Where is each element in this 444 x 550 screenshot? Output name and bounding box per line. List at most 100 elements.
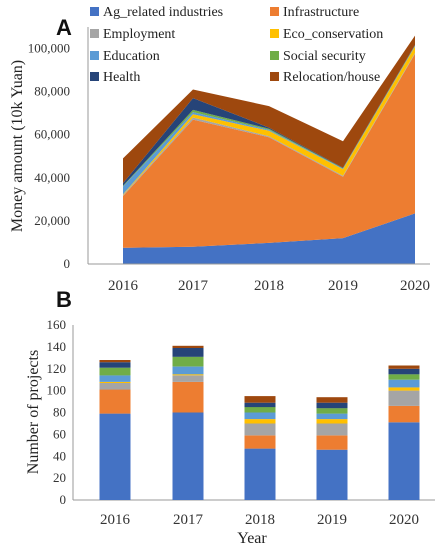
bar-2016-relocation-house — [99, 360, 131, 363]
bar-2017-infrastructure — [172, 381, 204, 413]
panel-a-y-tick-label: 40,000 — [34, 170, 70, 185]
panel-b-y-tick-label: 0 — [60, 492, 67, 507]
panel-a-y-tick-label: 20,000 — [34, 213, 70, 228]
legend-label: Employment — [103, 27, 175, 42]
bar-2020-education — [388, 379, 420, 388]
bar-2020-relocation-house — [388, 365, 420, 369]
panel-b-x-label: Year — [237, 530, 267, 547]
panel-a-label: A — [56, 15, 72, 40]
bar-2019-employment — [316, 423, 348, 436]
bar-2017-health — [172, 348, 204, 357]
legend-label: Ag_related industries — [103, 5, 223, 20]
bar-2018-infrastructure — [244, 435, 276, 449]
legend-entry: Ag_related industries — [90, 5, 223, 20]
panel-b-y-tick-label: 20 — [53, 470, 66, 485]
panel-a-x-tick-label: 2019 — [328, 278, 358, 294]
panel-a-x-tick-label: 2017 — [178, 278, 209, 294]
bar-2018-social-security — [244, 407, 276, 413]
panel-a-x-ticks: 2016 2017 2018 2019 2020 — [108, 278, 430, 294]
panel-a-x-tick-label: 2018 — [254, 278, 284, 294]
panel-b-x-ticks: 2016 2017 2018 2019 2020 — [100, 512, 419, 528]
bar-2016-employment — [99, 383, 131, 390]
area-ag-related-industries — [123, 213, 415, 264]
legend-entry: Infrastructure — [270, 5, 359, 20]
bar-2017-eco-conservation — [172, 374, 204, 376]
legend-swatch — [90, 51, 99, 60]
bar-2017-employment — [172, 375, 204, 382]
panel-a-y-tick-label: 0 — [64, 256, 71, 271]
legend-swatch — [270, 51, 279, 60]
legend-entry: Employment — [90, 27, 175, 42]
bar-2019-relocation-house — [316, 397, 348, 403]
panel-b-bars — [99, 345, 420, 500]
legend-label: Eco_conservation — [283, 27, 383, 42]
panel-a-y-ticks: 0 20,000 40,000 60,000 80,000 100,000 — [28, 41, 70, 272]
panel-b-x-tick-label: 2018 — [245, 512, 275, 528]
area-relocation-house — [123, 35, 415, 184]
bar-2020-health — [388, 368, 420, 375]
bar-2019-eco-conservation — [316, 419, 348, 424]
panel-b-y-tick-label: 80 — [53, 405, 66, 420]
bar-2019-ag-related-industries — [316, 449, 348, 500]
panel-b-y-tick-label: 120 — [47, 361, 67, 376]
panel-b-y-tick-label: 160 — [47, 317, 67, 332]
bar-2018-employment — [244, 423, 276, 436]
bar-2020-infrastructure — [388, 405, 420, 423]
bar-2018-health — [244, 402, 276, 408]
legend-swatch — [90, 29, 99, 38]
bar-2019-education — [316, 413, 348, 420]
bar-2016-education — [99, 375, 131, 382]
panel-a-y-tick-label: 100,000 — [28, 41, 70, 56]
legend-entry: Health — [90, 70, 140, 85]
bar-2016-social-security — [99, 367, 131, 376]
panel-a-legend: Ag_related industries Infrastructure Emplo… — [90, 5, 383, 85]
bar-2017-education — [172, 366, 204, 375]
legend-swatch — [90, 7, 99, 16]
legend-label: Infrastructure — [283, 5, 359, 20]
panel-a-x-tick-label: 2020 — [400, 278, 430, 294]
legend-label: Social security — [283, 49, 366, 64]
bar-2019-social-security — [316, 408, 348, 414]
bar-2018-ag-related-industries — [244, 448, 276, 500]
bar-2018-education — [244, 412, 276, 420]
bar-2020-eco-conservation — [388, 387, 420, 391]
panel-b-y-tick-label: 100 — [47, 383, 67, 398]
area-health — [123, 44, 415, 186]
bar-2016-health — [99, 362, 131, 368]
panel-b-y-ticks: 0 20 40 60 80 100 120 140 160 — [47, 317, 67, 507]
panel-a-y-tick-label: 60,000 — [34, 127, 70, 142]
panel-b-y-label: Number of projects — [25, 350, 42, 474]
panel-b-x-tick-label: 2020 — [389, 512, 419, 528]
bar-2016-eco-conservation — [99, 381, 131, 383]
panel-b-y-tick-label: 60 — [53, 426, 66, 441]
legend-swatch — [90, 72, 99, 81]
bar-2019-infrastructure — [316, 435, 348, 450]
panel-b-y-tick-label: 40 — [53, 448, 66, 463]
legend-label: Health — [103, 70, 140, 85]
panel-b-x-tick-label: 2017 — [173, 512, 204, 528]
panel-a-y-label: Money amount (10k Yuan) — [9, 60, 26, 232]
bar-2019-health — [316, 402, 348, 409]
bar-2020-employment — [388, 390, 420, 406]
bar-2017-social-security — [172, 356, 204, 367]
legend-swatch — [270, 7, 279, 16]
bar-2016-infrastructure — [99, 389, 131, 414]
panel-a-x-tick-label: 2016 — [108, 278, 139, 294]
panel-b-label: B — [56, 287, 72, 312]
bar-2020-ag-related-industries — [388, 422, 420, 500]
area-infrastructure — [123, 53, 415, 248]
legend-label: Relocation/house — [283, 70, 380, 85]
legend-swatch — [270, 72, 279, 81]
panel-b-x-tick-label: 2019 — [317, 512, 347, 528]
bar-2016-ag-related-industries — [99, 413, 131, 500]
panel-a-areas — [123, 35, 415, 264]
bar-2018-eco-conservation — [244, 419, 276, 424]
bar-2017-relocation-house — [172, 345, 204, 348]
bar-2017-ag-related-industries — [172, 412, 204, 500]
bar-2018-relocation-house — [244, 396, 276, 403]
legend-entry: Education — [90, 49, 160, 64]
panel-b-y-tick-label: 140 — [47, 339, 67, 354]
legend-entry: Social security — [270, 49, 366, 64]
